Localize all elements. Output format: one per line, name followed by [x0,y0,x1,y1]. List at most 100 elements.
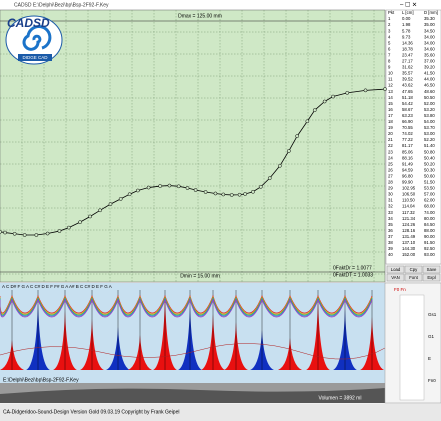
profile-point[interactable] [305,119,310,124]
button-label[interactable]: VAN [391,275,400,280]
table-cell: 58.67 [402,107,413,112]
profile-point[interactable] [185,186,190,190]
button[interactable] [386,265,405,274]
table-cell: 6 [388,46,391,51]
button-label[interactable]: Load [391,267,401,272]
table-cell: 110.50 [402,198,415,203]
profile-point[interactable] [118,197,123,201]
volume-label: Volumen = 3892 ml [319,395,362,401]
profile-point[interactable] [278,163,282,168]
table-cell: 88.00 [424,228,435,233]
table-cell: 20 [388,131,393,136]
profile-point[interactable] [331,94,335,99]
profile-point[interactable] [229,193,234,197]
table-cell: 91.50 [424,240,435,245]
profile-point[interactable] [237,192,242,197]
profile-point[interactable] [167,183,172,188]
table-cell: 37.00 [424,59,435,64]
table-cell: 40 [388,252,393,257]
profile-point[interactable] [146,185,151,190]
profile-point[interactable] [135,188,140,193]
profile-point[interactable] [176,184,181,189]
table-cell: 81.17 [402,143,413,148]
window-controls[interactable]: – ☐ ✕ [400,2,417,9]
table-cell: 46.50 [424,83,435,88]
profile-point[interactable] [345,90,350,95]
table-cell: 35.30 [424,16,435,21]
side-label: Fn0 [428,378,436,383]
point-table [385,9,441,265]
button[interactable] [422,265,441,274]
table-cell: 53.20 [424,107,435,112]
table-cell: 74.02 [402,131,413,136]
table-cell: 54.00 [424,119,435,124]
table-cell: 25 [388,161,393,166]
partial-curve [0,294,373,314]
profile-point[interactable] [108,202,113,206]
status-text: CA-Didgeridoo-Sound-Design Version Gold … [3,409,179,415]
profile-point[interactable] [322,99,327,104]
button-label[interactable]: Font [409,275,418,280]
table-cell: 93.00 [424,252,435,257]
button-label[interactable]: Expl [427,275,435,280]
button-label[interactable]: Save [427,267,437,272]
profile-point[interactable] [34,233,39,237]
impedance-curve [0,343,386,360]
profile-point[interactable] [203,190,208,194]
profile-point[interactable] [213,191,218,196]
button[interactable] [404,265,423,274]
table-cell: 51.40 [424,143,435,148]
table-cell: 32 [388,204,393,209]
button[interactable] [386,273,405,282]
profile-point[interactable] [88,214,92,219]
profile-point[interactable] [251,189,255,194]
table-cell: 34.50 [424,28,435,33]
profile-point[interactable] [57,229,62,233]
profile-point[interactable] [12,231,17,236]
profile-point[interactable] [66,225,71,230]
profile-point[interactable] [22,233,27,237]
profile-point[interactable] [3,230,7,235]
profile-point[interactable] [0,229,2,234]
button-label[interactable]: Cpy [410,267,418,272]
table-cell: 39.52 [402,77,413,82]
table-cell: 77.22 [402,137,413,142]
profile-point[interactable] [78,220,82,225]
partial-curve [0,298,373,318]
profile-point[interactable] [258,184,263,189]
profile-point[interactable] [98,208,102,213]
profile-point[interactable] [312,108,317,112]
profile-point[interactable] [221,192,226,197]
profile-plot [0,9,386,283]
table-cell: 31 [388,198,393,203]
table-cell: 124.26 [402,222,416,227]
profile-point[interactable] [383,87,387,91]
profile-point[interactable] [363,88,368,93]
table-cell: 144.30 [402,246,416,251]
table-cell: 23 [388,149,393,154]
table-cell: 88.16 [402,155,413,160]
profile-point[interactable] [158,184,163,188]
table-cell: 50.50 [424,95,435,100]
table-cell: 5 [388,40,391,45]
table-cell: 36 [388,228,393,233]
table-cell: 152.00 [402,252,416,257]
table-cell: 50.80 [424,149,435,154]
table-cell: 54.42 [402,101,413,106]
profile-point[interactable] [287,149,291,153]
table-cell: 35.60 [424,52,435,57]
profile-point[interactable] [243,192,248,196]
fakt-dt: 0FaktDT = 1.0033 [333,272,373,278]
table-cell: 30 [388,192,393,197]
profile-point[interactable] [295,134,300,138]
table-cell: 121.34 [402,216,416,221]
partial-curve [0,297,373,317]
profile-point[interactable] [193,188,198,192]
profile-point[interactable] [267,176,272,180]
table-cell: 96.80 [402,173,413,178]
profile-point[interactable] [45,231,50,236]
button[interactable] [422,273,441,282]
button[interactable] [404,273,423,282]
table-cell: 13 [388,89,393,94]
profile-point[interactable] [127,192,132,197]
